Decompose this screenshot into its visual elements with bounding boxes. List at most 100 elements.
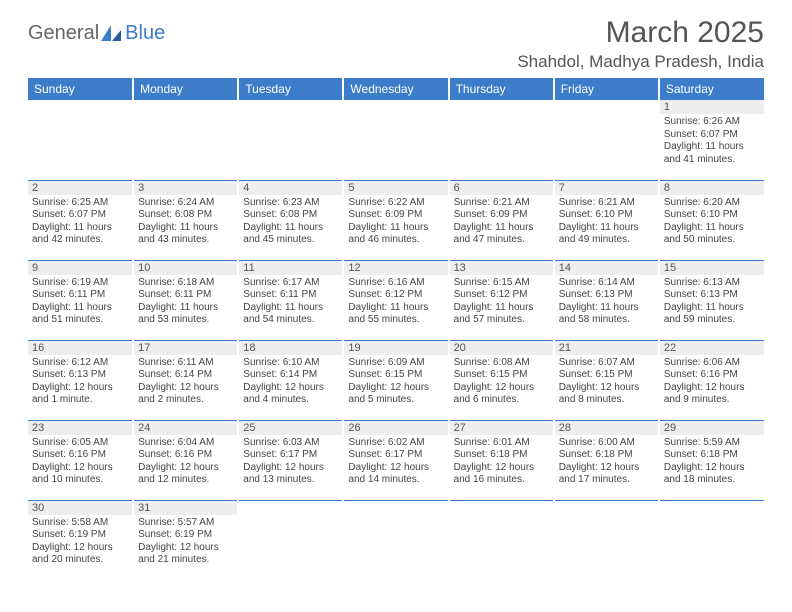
calendar-day-cell	[238, 500, 343, 580]
daylight-text: Daylight: 12 hours and 20 minutes.	[32, 542, 128, 567]
sunrise-text: Sunrise: 6:09 AM	[348, 357, 443, 370]
sunset-text: Sunset: 6:15 PM	[454, 369, 549, 382]
calendar-day-cell: 31Sunrise: 5:57 AMSunset: 6:19 PMDayligh…	[133, 500, 238, 580]
day-number: 9	[28, 261, 132, 275]
day-details: Sunrise: 6:08 AMSunset: 6:15 PMDaylight:…	[454, 357, 549, 407]
sunrise-text: Sunrise: 6:01 AM	[454, 437, 549, 450]
sunset-text: Sunset: 6:18 PM	[559, 449, 654, 462]
sunset-text: Sunset: 6:13 PM	[559, 289, 654, 302]
sunrise-text: Sunrise: 6:26 AM	[664, 116, 760, 129]
day-number	[660, 501, 764, 515]
day-number: 21	[555, 341, 658, 355]
sunset-text: Sunset: 6:18 PM	[454, 449, 549, 462]
day-number: 15	[660, 261, 764, 275]
sunset-text: Sunset: 6:10 PM	[664, 209, 760, 222]
sunrise-text: Sunrise: 6:15 AM	[454, 277, 549, 290]
sunset-text: Sunset: 6:13 PM	[32, 369, 128, 382]
sunrise-text: Sunrise: 6:10 AM	[243, 357, 338, 370]
sunrise-text: Sunrise: 6:05 AM	[32, 437, 128, 450]
day-header: Monday	[133, 78, 238, 100]
sunset-text: Sunset: 6:09 PM	[454, 209, 549, 222]
daylight-text: Daylight: 12 hours and 5 minutes.	[348, 382, 443, 407]
daylight-text: Daylight: 12 hours and 4 minutes.	[243, 382, 338, 407]
sunset-text: Sunset: 6:07 PM	[664, 129, 760, 142]
daylight-text: Daylight: 11 hours and 41 minutes.	[664, 141, 760, 166]
sunset-text: Sunset: 6:17 PM	[348, 449, 443, 462]
location-subtitle: Shahdol, Madhya Pradesh, India	[517, 52, 764, 72]
day-details: Sunrise: 6:16 AMSunset: 6:12 PMDaylight:…	[348, 277, 443, 327]
day-header: Sunday	[28, 78, 133, 100]
sunset-text: Sunset: 6:07 PM	[32, 209, 128, 222]
day-number: 7	[555, 181, 658, 195]
day-number: 30	[28, 501, 132, 515]
sunrise-text: Sunrise: 6:22 AM	[348, 197, 443, 210]
sunrise-text: Sunrise: 6:20 AM	[664, 197, 760, 210]
day-details: Sunrise: 6:13 AMSunset: 6:13 PMDaylight:…	[664, 277, 760, 327]
sunset-text: Sunset: 6:16 PM	[138, 449, 233, 462]
day-number: 16	[28, 341, 132, 355]
calendar-day-cell: 22Sunrise: 6:06 AMSunset: 6:16 PMDayligh…	[659, 340, 764, 420]
day-number: 12	[344, 261, 447, 275]
calendar-day-cell	[449, 500, 554, 580]
day-number: 10	[134, 261, 237, 275]
logo-sail-icon	[101, 25, 123, 43]
calendar-day-cell: 8Sunrise: 6:20 AMSunset: 6:10 PMDaylight…	[659, 180, 764, 260]
daylight-text: Daylight: 12 hours and 18 minutes.	[664, 462, 760, 487]
calendar-day-cell: 18Sunrise: 6:10 AMSunset: 6:14 PMDayligh…	[238, 340, 343, 420]
sunrise-text: Sunrise: 6:12 AM	[32, 357, 128, 370]
day-header: Wednesday	[343, 78, 448, 100]
calendar-day-cell: 17Sunrise: 6:11 AMSunset: 6:14 PMDayligh…	[133, 340, 238, 420]
day-number	[555, 100, 658, 114]
sunset-text: Sunset: 6:14 PM	[138, 369, 233, 382]
sunrise-text: Sunrise: 6:16 AM	[348, 277, 443, 290]
day-details: Sunrise: 6:01 AMSunset: 6:18 PMDaylight:…	[454, 437, 549, 487]
day-details: Sunrise: 5:59 AMSunset: 6:18 PMDaylight:…	[664, 437, 760, 487]
sunrise-text: Sunrise: 6:19 AM	[32, 277, 128, 290]
sunrise-text: Sunrise: 6:24 AM	[138, 197, 233, 210]
day-details: Sunrise: 6:24 AMSunset: 6:08 PMDaylight:…	[138, 197, 233, 247]
calendar-day-cell	[554, 500, 659, 580]
header-row: General Blue March 2025 Shahdol, Madhya …	[28, 16, 764, 72]
sunset-text: Sunset: 6:12 PM	[348, 289, 443, 302]
calendar-day-cell	[28, 100, 133, 180]
day-details: Sunrise: 6:07 AMSunset: 6:15 PMDaylight:…	[559, 357, 654, 407]
day-number: 19	[344, 341, 447, 355]
daylight-text: Daylight: 12 hours and 9 minutes.	[664, 382, 760, 407]
day-details: Sunrise: 6:17 AMSunset: 6:11 PMDaylight:…	[243, 277, 338, 327]
sunrise-text: Sunrise: 6:17 AM	[243, 277, 338, 290]
day-details: Sunrise: 6:15 AMSunset: 6:12 PMDaylight:…	[454, 277, 549, 327]
day-number: 3	[134, 181, 237, 195]
daylight-text: Daylight: 11 hours and 43 minutes.	[138, 222, 233, 247]
day-number: 8	[660, 181, 764, 195]
daylight-text: Daylight: 11 hours and 53 minutes.	[138, 302, 233, 327]
daylight-text: Daylight: 11 hours and 59 minutes.	[664, 302, 760, 327]
calendar-day-cell: 20Sunrise: 6:08 AMSunset: 6:15 PMDayligh…	[449, 340, 554, 420]
sunset-text: Sunset: 6:09 PM	[348, 209, 443, 222]
day-number	[450, 100, 553, 114]
calendar-day-cell	[343, 100, 448, 180]
calendar-day-cell	[449, 100, 554, 180]
day-number: 31	[134, 501, 237, 515]
daylight-text: Daylight: 11 hours and 45 minutes.	[243, 222, 338, 247]
calendar-day-cell: 10Sunrise: 6:18 AMSunset: 6:11 PMDayligh…	[133, 260, 238, 340]
day-number: 4	[239, 181, 342, 195]
logo-text-blue: Blue	[125, 22, 165, 45]
day-details: Sunrise: 6:02 AMSunset: 6:17 PMDaylight:…	[348, 437, 443, 487]
sunrise-text: Sunrise: 6:02 AM	[348, 437, 443, 450]
daylight-text: Daylight: 12 hours and 6 minutes.	[454, 382, 549, 407]
calendar-day-cell: 29Sunrise: 5:59 AMSunset: 6:18 PMDayligh…	[659, 420, 764, 500]
calendar-day-cell: 19Sunrise: 6:09 AMSunset: 6:15 PMDayligh…	[343, 340, 448, 420]
calendar-day-cell: 21 Sunrise: 6:07 AMSunset: 6:15 PMDayligh…	[554, 340, 659, 420]
sunset-text: Sunset: 6:18 PM	[664, 449, 760, 462]
sunrise-text: Sunrise: 6:08 AM	[454, 357, 549, 370]
day-number: 28	[555, 421, 658, 435]
sunrise-text: Sunrise: 5:58 AM	[32, 517, 128, 530]
sunrise-text: Sunrise: 6:25 AM	[32, 197, 128, 210]
day-details: Sunrise: 6:23 AMSunset: 6:08 PMDaylight:…	[243, 197, 338, 247]
calendar-day-cell: 5Sunrise: 6:22 AMSunset: 6:09 PMDaylight…	[343, 180, 448, 260]
calendar-day-cell: 27 Sunrise: 6:01 AMSunset: 6:18 PMDayligh…	[449, 420, 554, 500]
day-number: 11	[239, 261, 342, 275]
day-details: Sunrise: 6:26 AMSunset: 6:07 PMDaylight:…	[664, 116, 760, 166]
day-number: 27	[450, 421, 553, 435]
sunrise-text: Sunrise: 6:13 AM	[664, 277, 760, 290]
